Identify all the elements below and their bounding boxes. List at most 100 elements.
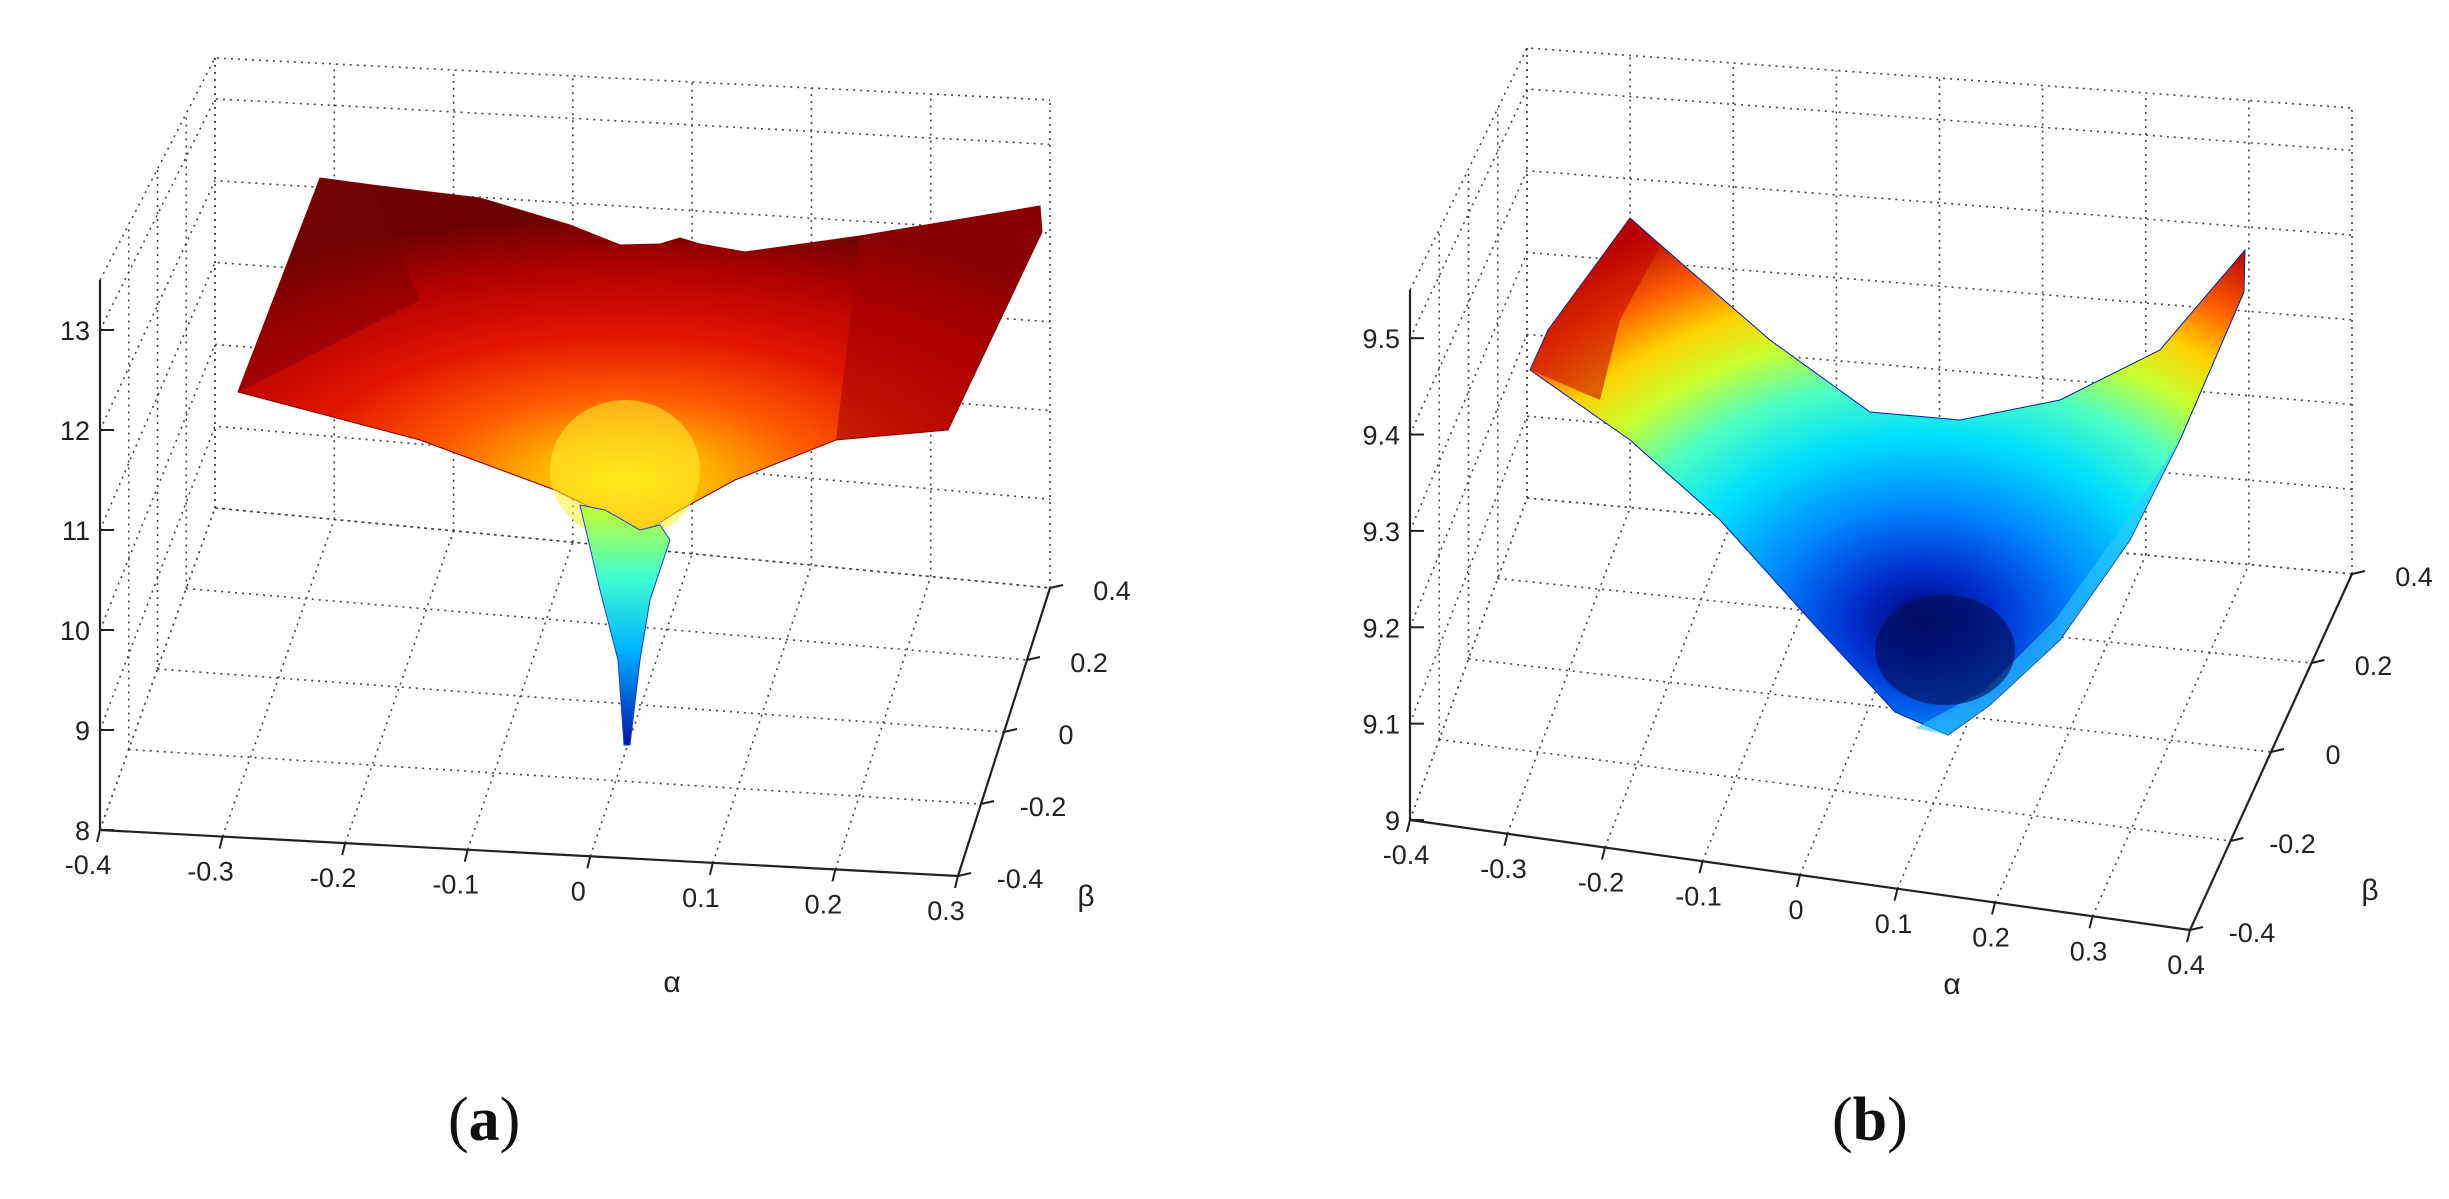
axes-panel-a: -0.4 -0.3 -0.2 -0.1 0 0.1 0.2 0.3 -0.4 -0.2 0 0.2 0.… (60, 280, 1131, 999)
floor-grid-x (1994, 554, 2147, 903)
wall-grid-z (99, 507, 1051, 831)
wall-grid-z (99, 179, 1051, 431)
floor-grid-x (834, 576, 932, 870)
x-axis-label: α (663, 966, 680, 999)
x-axis-label: α (1943, 968, 1960, 1001)
floor-grid-x (1799, 535, 1941, 876)
z-tick-label: 9.1 (1362, 710, 1400, 740)
x-tick (586, 856, 592, 869)
y-tick-label: 0.4 (1093, 576, 1131, 606)
z-tick-label: 9 (1385, 806, 1400, 836)
x-tick-label: 0.1 (1875, 909, 1913, 939)
x-tick-label: -0.1 (432, 870, 479, 900)
x-tick (1893, 888, 1899, 901)
floor-grid-x (712, 564, 813, 864)
y-tick-label: 0.2 (2355, 651, 2393, 681)
z-tick-label: 9.4 (1362, 421, 1400, 451)
wall-grid-z (1409, 169, 2353, 435)
floor-grid-y (1468, 658, 2272, 753)
y-tick (2311, 659, 2325, 664)
surface-panel-a (237, 177, 1043, 746)
caption-a-letter: a (468, 1086, 500, 1154)
z-tick-label: 12 (60, 416, 90, 446)
z-tick-label: 8 (75, 816, 90, 846)
y-tick-label: -0.2 (1020, 792, 1067, 822)
box-top-edge (1409, 47, 2353, 291)
surface-basin (1875, 595, 2015, 705)
surface-panel-b (1529, 217, 2246, 736)
wall-grid-z (1409, 251, 2353, 532)
surface-spike (579, 504, 671, 746)
x-tick-label: -0.4 (65, 850, 112, 880)
x-tick (218, 836, 224, 849)
y-tick (957, 872, 972, 877)
panel-a: -0.4 -0.3 -0.2 -0.1 0 0.1 0.2 0.3 -0.4 -0.2 0 0.2 0.… (60, 57, 1131, 999)
wall-grid-z (1409, 88, 2353, 339)
panel-b: -0.4 -0.3 -0.2 -0.1 0 0.1 0.2 0.3 0.4 -0.4 -0.2 0 0.… (1362, 47, 2433, 1001)
floor-grid-x (2091, 564, 2250, 917)
y-tick-label: -0.4 (2229, 918, 2276, 948)
y-tick (980, 800, 995, 805)
x-tick (1991, 902, 1996, 915)
z-tick-label: 13 (60, 316, 90, 346)
x-tick-label: -0.4 (1383, 840, 1430, 870)
x-tick (1796, 874, 1801, 888)
x-tick (2186, 929, 2191, 943)
floor-grid-x (344, 530, 455, 844)
floor-grid-y (157, 668, 1005, 733)
x-tick-label: 0.2 (1972, 923, 2010, 953)
y-tick (2270, 748, 2285, 753)
floor-grid-x (466, 542, 574, 850)
floor-grid-x (1604, 516, 1734, 848)
x-tick (1698, 861, 1704, 874)
y-tick (1003, 728, 1018, 733)
x-tick-label: 0.4 (2167, 950, 2205, 980)
surface-left-edge (1530, 218, 1660, 400)
y-tick-label: -0.2 (2269, 829, 2316, 859)
floor-grid-x (589, 553, 693, 857)
y-tick-label: 0.2 (1070, 648, 1108, 678)
x-tick (96, 829, 101, 843)
x-tick-label: 0.3 (927, 896, 965, 926)
z-tick-label: 9.3 (1362, 517, 1400, 547)
floor-grid-y (128, 748, 982, 805)
x-tick-label: -0.3 (1480, 854, 1527, 884)
surface-shade-left (238, 178, 420, 392)
y-tick (2351, 570, 2366, 575)
y-tick-label: 0 (2325, 740, 2340, 770)
x-tick (1601, 847, 1606, 860)
y-tick (1026, 656, 1041, 661)
y-tick (1049, 584, 1064, 589)
floor-grid-x (221, 519, 336, 837)
y-tick (2189, 926, 2204, 931)
y-axis-label: β (2361, 874, 2378, 907)
caption-a: (a) (448, 1086, 521, 1154)
wall-grid-z (1409, 333, 2353, 628)
x-tick-label: 0 (571, 876, 586, 906)
z-tick-label: 9.2 (1362, 613, 1400, 643)
z-tick-label: 10 (60, 616, 90, 646)
x-tick (2088, 916, 2094, 929)
floor-grid-y (186, 587, 1028, 661)
axes-panel-b: -0.4 -0.3 -0.2 -0.1 0 0.1 0.2 0.3 0.4 -0.4 -0.2 0 0.… (1362, 290, 2433, 1001)
x-tick-label: -0.3 (187, 857, 234, 887)
x-tick (341, 842, 347, 856)
caption-b-letter: b (1852, 1086, 1888, 1154)
x-tick-label: 0 (1788, 895, 1803, 925)
x-tick (954, 875, 959, 889)
x-tick-label: -0.1 (1675, 881, 1722, 911)
x-tick (1406, 819, 1411, 833)
y-tick-label: -0.4 (997, 864, 1044, 894)
y-tick (2230, 837, 2244, 842)
x-tick (831, 869, 837, 882)
surface-shade-right (836, 206, 1042, 440)
caption-b: (b) (1832, 1086, 1908, 1154)
x-tick-label: 0.1 (682, 883, 720, 913)
y-axis-label: β (1077, 880, 1094, 913)
z-tick-label: 9.5 (1362, 324, 1400, 354)
wall-grid-z (99, 425, 1051, 731)
z-tick-label: 9 (75, 716, 90, 746)
floor-grid-x (1506, 507, 1631, 835)
